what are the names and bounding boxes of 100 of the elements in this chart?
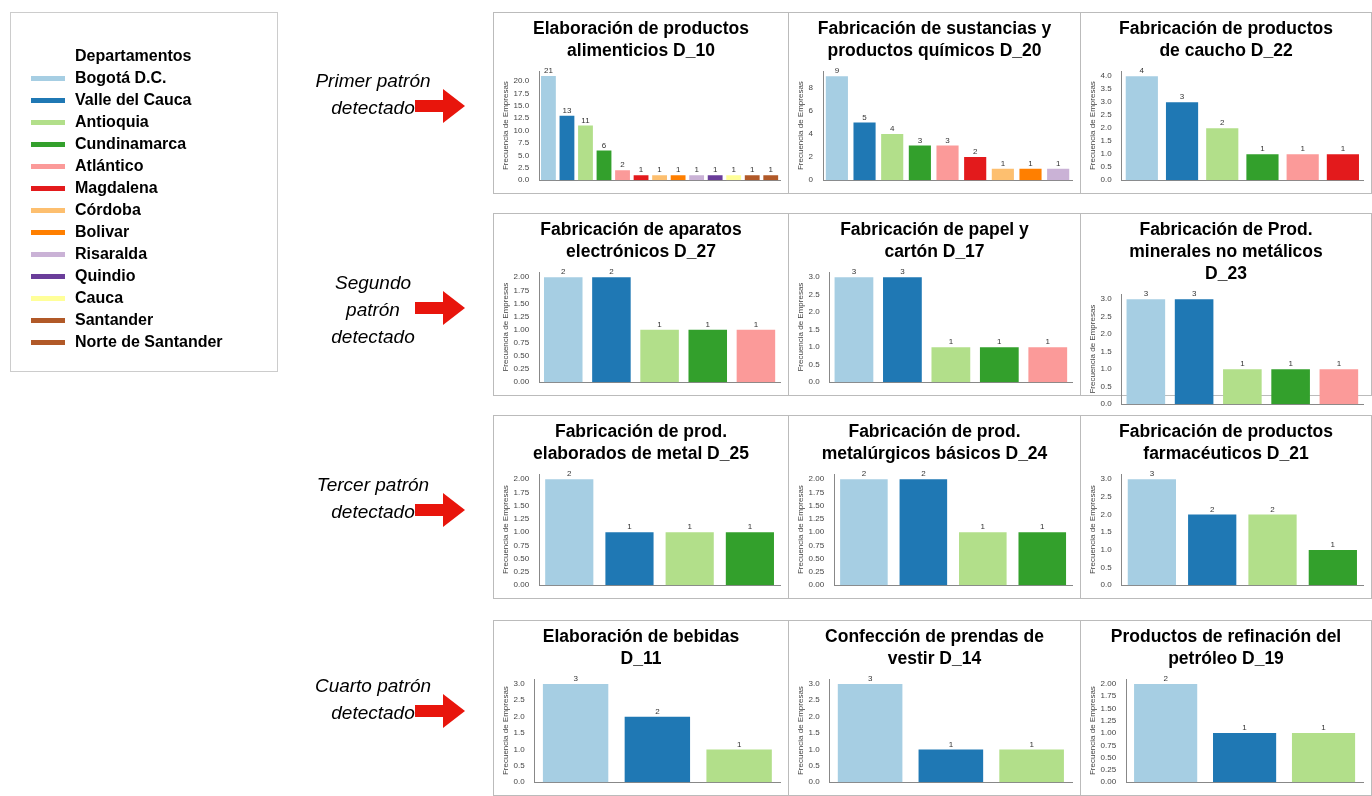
bar xyxy=(1308,549,1357,586)
data-label: 1 xyxy=(747,522,753,532)
y-tick-label: 1.50 xyxy=(1100,703,1117,713)
y-axis-title: Frecuencia de Empresas xyxy=(501,485,510,575)
category-label: Bolivar xyxy=(75,222,130,242)
y-tick-label: 0.5 xyxy=(808,761,821,771)
chart-title: Fabricación de aparatos electrónicos D_27 xyxy=(539,218,743,262)
y-tick-label: 1.50 xyxy=(513,500,530,510)
y-tick-label: 0.75 xyxy=(1100,740,1117,750)
y-tick-label: 0.00 xyxy=(513,580,530,590)
y-axis-title: Frecuencia de Empresas xyxy=(1088,485,1097,575)
data-label: 1 xyxy=(712,165,718,175)
y-tick-label: 0.25 xyxy=(808,567,825,577)
data-label: 3 xyxy=(1179,92,1185,102)
y-tick-label: 0.25 xyxy=(513,567,530,577)
y-tick-label: 1.0 xyxy=(1100,545,1113,555)
y-tick-label: 3.0 xyxy=(1100,97,1113,107)
y-tick-label: 2.00 xyxy=(513,474,530,484)
data-label: 1 xyxy=(948,337,954,347)
y-tick-label: 0.00 xyxy=(808,580,825,590)
y-tick-label: 2.5 xyxy=(808,695,821,705)
y-tick-label: 2.5 xyxy=(1100,110,1113,120)
data-label: 2 xyxy=(861,469,867,479)
y-tick-label: 1.00 xyxy=(513,324,530,334)
category-label: Quindio xyxy=(75,266,136,286)
y-tick-label: 3.5 xyxy=(1100,84,1113,94)
data-label: 2 xyxy=(655,706,661,716)
data-label: 1 xyxy=(1242,723,1248,733)
data-label: 3 xyxy=(573,674,579,684)
bar xyxy=(652,175,667,181)
y-tick-label: 2.00 xyxy=(1100,679,1117,689)
y-axis-title: Frecuencia de Empresas xyxy=(501,81,510,171)
y-tick-label: 0.0 xyxy=(1100,399,1113,409)
data-label: 1 xyxy=(705,319,711,329)
data-label: 2 xyxy=(561,267,567,277)
bar xyxy=(1286,154,1319,181)
y-tick-label: 1.25 xyxy=(1100,715,1117,725)
y-tick-label: 1.0 xyxy=(1100,364,1113,374)
category-label: Risaralda xyxy=(75,244,148,264)
y-tick-label: 2 xyxy=(808,152,814,162)
y-tick-label: 1.5 xyxy=(513,728,526,738)
y-axis-title: Frecuencia de Empresas xyxy=(1088,81,1097,171)
y-tick-label: 0.0 xyxy=(1100,175,1113,185)
y-tick-label: 1.5 xyxy=(808,324,821,334)
category-label: Cauca xyxy=(75,288,124,308)
chart-title: Fabricación de Prod. minerales no metálicos D_23 xyxy=(1128,218,1324,284)
y-tick-label: 0.75 xyxy=(513,338,530,348)
data-label: 1 xyxy=(657,319,663,329)
chart-title: Confección de prendas de vestir D_14 xyxy=(824,625,1045,669)
y-tick-label: 1.25 xyxy=(513,311,530,321)
chart-title: Elaboración de productos alimenticios D_10 xyxy=(532,17,750,61)
y-axis-title: Frecuencia de Empresas xyxy=(796,81,805,171)
data-label: 5 xyxy=(862,112,868,122)
category-label: Atlántico xyxy=(75,156,144,176)
bar xyxy=(707,175,723,181)
data-label: 2 xyxy=(1220,118,1226,128)
data-label: 2 xyxy=(609,267,615,277)
y-tick-label: 2.0 xyxy=(808,711,821,721)
y-tick-label: 0.0 xyxy=(513,777,526,787)
y-tick-label: 12.5 xyxy=(513,113,530,123)
category-label: Norte de Santander xyxy=(75,332,223,352)
bar xyxy=(624,716,691,783)
bar xyxy=(559,115,575,181)
data-label: 1 xyxy=(1000,158,1006,168)
data-label: 1 xyxy=(1288,359,1294,369)
chart-title: Fabricación de papel y cartón D_17 xyxy=(839,218,1030,262)
y-tick-label: 0.25 xyxy=(513,364,530,374)
y-tick-label: 1.00 xyxy=(513,527,530,537)
y-tick-label: 1.75 xyxy=(808,487,825,497)
category-label: Bogotá D.C. xyxy=(75,68,167,88)
bar xyxy=(763,175,779,181)
y-tick-label: 3.0 xyxy=(513,679,526,689)
y-tick-label: 7.5 xyxy=(518,138,530,148)
bar xyxy=(1248,514,1297,586)
data-label: 1 xyxy=(1240,359,1246,369)
legend-title: Departamentos xyxy=(75,46,193,66)
bar xyxy=(633,175,649,181)
y-tick-label: 6 xyxy=(808,106,814,116)
bar xyxy=(706,749,772,783)
y-tick-label: 1.5 xyxy=(808,728,821,738)
bar xyxy=(1246,154,1279,181)
chart-title: Elaboración de bebidas D_11 xyxy=(541,625,741,669)
bar xyxy=(1165,102,1199,181)
data-label: 1 xyxy=(731,165,737,175)
data-label: 1 xyxy=(694,165,700,175)
y-tick-label: 0.0 xyxy=(808,777,821,787)
data-label: 1 xyxy=(980,522,986,532)
y-tick-label: 0.00 xyxy=(1100,777,1117,787)
y-tick-label: 2.5 xyxy=(513,695,526,705)
y-tick-label: 20.0 xyxy=(513,76,530,86)
y-tick-label: 3.0 xyxy=(808,679,821,689)
y-tick-label: 2.5 xyxy=(1100,492,1113,502)
y-tick-label: 0.75 xyxy=(808,540,825,550)
y-tick-label: 2.5 xyxy=(518,162,530,172)
y-tick-label: 0.5 xyxy=(808,359,821,369)
y-tick-label: 2.0 xyxy=(1100,509,1113,519)
data-label: 3 xyxy=(1191,289,1197,299)
data-label: 4 xyxy=(1139,66,1145,76)
data-label: 1 xyxy=(675,165,681,175)
data-label: 1 xyxy=(657,165,663,175)
